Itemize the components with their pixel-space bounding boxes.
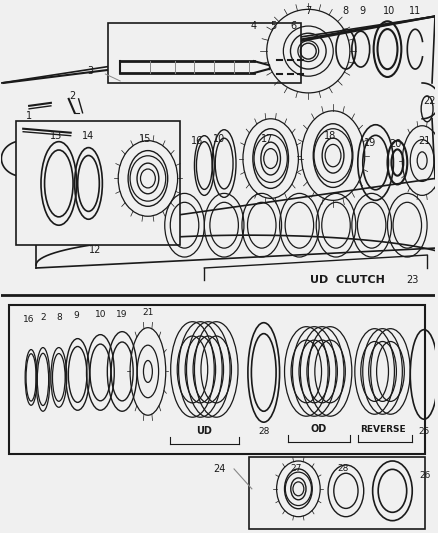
Text: 4: 4 bbox=[251, 21, 257, 31]
Text: 21: 21 bbox=[418, 136, 430, 146]
Text: 8: 8 bbox=[343, 6, 349, 17]
Text: 9: 9 bbox=[74, 311, 80, 320]
Text: 2: 2 bbox=[40, 313, 46, 322]
Text: 10: 10 bbox=[383, 6, 396, 17]
Text: 6: 6 bbox=[290, 21, 297, 31]
Text: 13: 13 bbox=[50, 131, 62, 141]
Text: 10: 10 bbox=[213, 134, 225, 144]
Text: 22: 22 bbox=[423, 96, 435, 106]
Text: 1: 1 bbox=[26, 111, 32, 121]
Text: 12: 12 bbox=[89, 245, 102, 255]
Bar bbox=[108, 23, 301, 83]
Text: 2: 2 bbox=[70, 91, 76, 101]
Text: 20: 20 bbox=[389, 139, 402, 149]
Text: 23: 23 bbox=[406, 275, 418, 285]
Text: 5: 5 bbox=[271, 21, 277, 31]
Text: 25: 25 bbox=[418, 426, 430, 435]
Text: 18: 18 bbox=[324, 131, 336, 141]
Text: 19: 19 bbox=[117, 310, 128, 319]
Text: 16: 16 bbox=[191, 136, 204, 146]
Bar bbox=[249, 457, 425, 529]
Bar bbox=[16, 121, 180, 245]
Text: 11: 11 bbox=[409, 6, 421, 17]
Text: 7: 7 bbox=[305, 6, 311, 17]
Text: 24: 24 bbox=[213, 464, 226, 474]
Text: 28: 28 bbox=[258, 426, 269, 435]
Text: 26: 26 bbox=[420, 471, 431, 480]
Text: 17: 17 bbox=[261, 134, 273, 144]
Text: 9: 9 bbox=[360, 6, 366, 17]
Text: 21: 21 bbox=[142, 308, 154, 317]
Text: UD: UD bbox=[196, 426, 212, 436]
Text: 28: 28 bbox=[337, 464, 349, 473]
Text: REVERSE: REVERSE bbox=[360, 425, 405, 434]
Text: 27: 27 bbox=[291, 464, 302, 473]
Bar bbox=[9, 305, 425, 454]
Text: UD  CLUTCH: UD CLUTCH bbox=[311, 275, 385, 285]
Text: 3: 3 bbox=[88, 66, 94, 76]
Text: 16: 16 bbox=[23, 315, 35, 324]
Text: 10: 10 bbox=[95, 310, 106, 319]
Text: OD: OD bbox=[310, 424, 326, 434]
Text: 15: 15 bbox=[139, 134, 151, 144]
Text: 14: 14 bbox=[82, 131, 95, 141]
Text: 19: 19 bbox=[364, 138, 376, 148]
Text: 8: 8 bbox=[56, 313, 62, 322]
